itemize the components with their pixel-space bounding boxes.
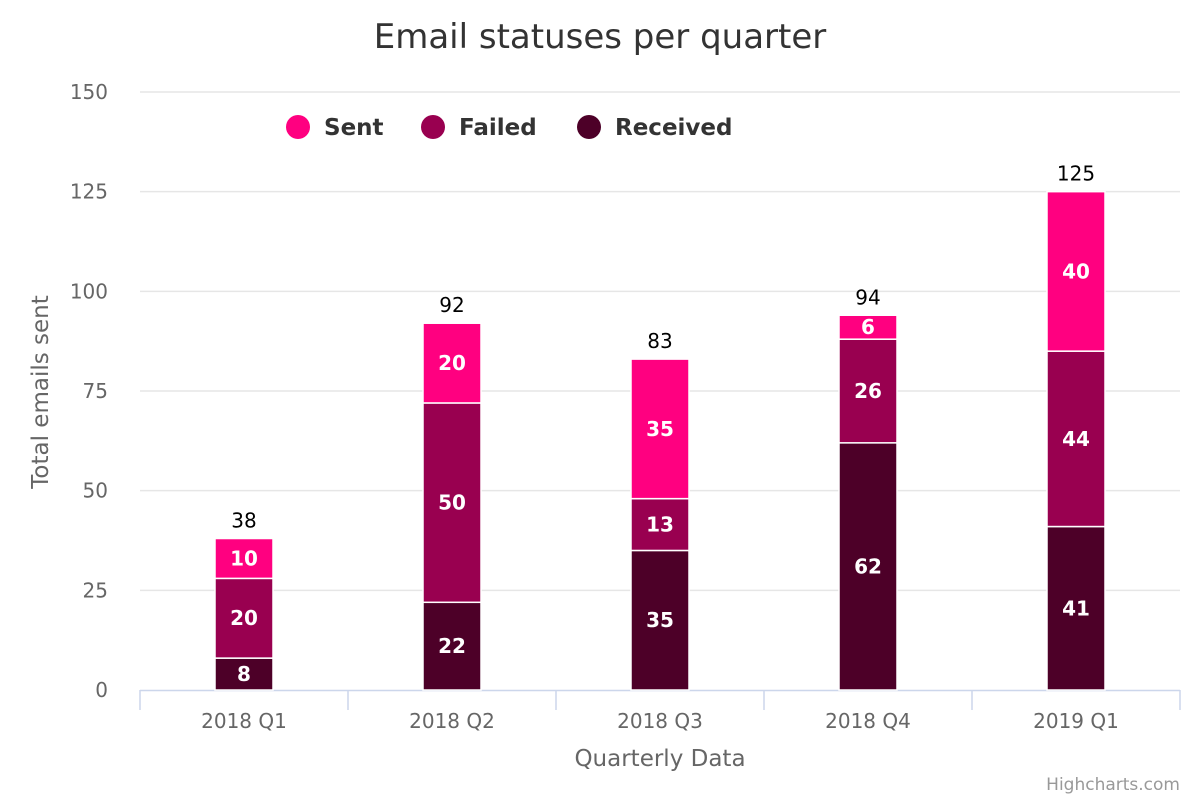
failed-data-label: 26	[854, 379, 882, 403]
y-axis-title: Total emails sent	[28, 295, 54, 489]
received-bar[interactable]	[838, 442, 898, 691]
failed-bar[interactable]	[1046, 350, 1106, 528]
sent-bar[interactable]	[1046, 190, 1106, 352]
sent-data-label: 6	[861, 315, 875, 339]
y-axis: 0 25 50 75 100 125 150	[70, 80, 108, 702]
stack-total-labels: 38 92 83 94 125	[231, 162, 1095, 533]
y-tick-label: 0	[95, 678, 108, 702]
stack-total-label: 83	[647, 329, 672, 353]
x-tick-label: 2018 Q2	[409, 709, 495, 733]
legend-item-sent[interactable]: Sent	[286, 115, 384, 141]
legend-marker	[421, 115, 445, 139]
sent-data-label: 20	[438, 351, 466, 375]
legend-label: Failed	[459, 115, 537, 141]
x-tick-label: 2018 Q3	[617, 709, 703, 733]
y-tick-label: 100	[70, 279, 108, 303]
failed-bar[interactable]	[422, 402, 482, 604]
legend-item-received[interactable]: Received	[577, 115, 732, 141]
bar-series: 8 20 10 22 50 20 35 13 35 62 26 6 41 44 40	[214, 190, 1106, 691]
legend-marker	[286, 115, 310, 139]
x-axis-title: Quarterly Data	[574, 746, 745, 772]
stack-total-label: 38	[231, 509, 256, 533]
failed-data-label: 13	[646, 513, 674, 537]
failed-data-label: 50	[438, 491, 466, 515]
stack-total-label: 125	[1057, 162, 1095, 186]
chart-title: Email statuses per quarter	[374, 17, 827, 57]
y-tick-label: 25	[83, 578, 108, 602]
sent-bar[interactable]	[422, 322, 482, 404]
sent-bar[interactable]	[630, 358, 690, 500]
received-bar[interactable]	[422, 601, 482, 691]
y-tick-label: 50	[83, 479, 108, 503]
sent-bar[interactable]	[214, 537, 274, 580]
failed-data-label: 44	[1062, 427, 1090, 451]
x-tick-label: 2018 Q4	[825, 709, 911, 733]
received-data-label: 8	[237, 662, 251, 686]
stack-total-label: 94	[855, 285, 880, 309]
sent-data-label: 40	[1062, 259, 1090, 283]
legend-label: Received	[615, 115, 732, 141]
received-data-label: 41	[1062, 596, 1090, 620]
received-bar[interactable]	[1046, 525, 1106, 691]
received-bar[interactable]	[630, 549, 690, 691]
legend-marker	[577, 115, 601, 139]
sent-data-label: 10	[230, 546, 258, 570]
x-tick-label: 2019 Q1	[1033, 709, 1119, 733]
received-data-label: 62	[854, 554, 882, 578]
sent-bar[interactable]	[838, 314, 898, 340]
sent-data-label: 35	[646, 417, 674, 441]
legend-label: Sent	[324, 115, 384, 141]
stack-total-label: 92	[439, 293, 464, 317]
received-bar[interactable]	[214, 657, 274, 691]
legend: Sent Failed Received	[286, 115, 732, 141]
y-tick-label: 150	[70, 80, 108, 104]
y-tick-label: 125	[70, 180, 108, 204]
x-tick-label: 2018 Q1	[201, 709, 287, 733]
failed-data-label: 20	[230, 606, 258, 630]
y-tick-label: 75	[83, 379, 108, 403]
legend-item-failed[interactable]: Failed	[421, 115, 537, 141]
credits-link[interactable]: Highcharts.com	[1046, 775, 1180, 795]
received-data-label: 22	[438, 634, 466, 658]
received-data-label: 35	[646, 608, 674, 632]
